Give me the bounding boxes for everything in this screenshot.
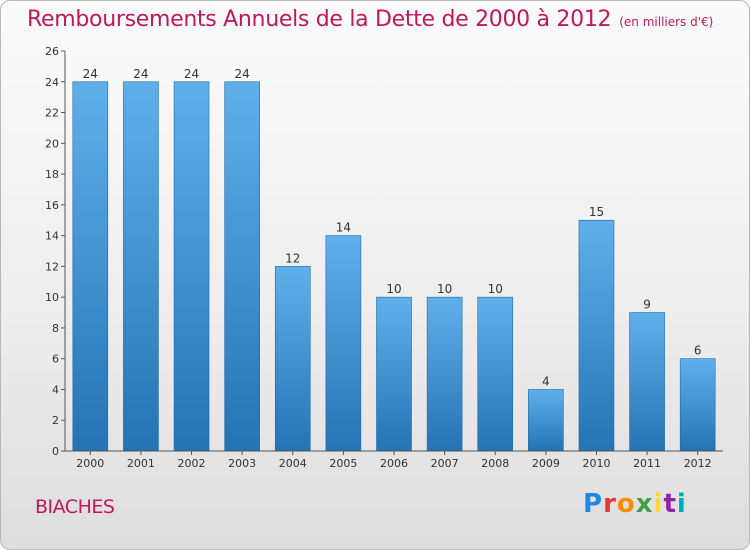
y-tick-label: 14 [45,230,59,243]
data-label-2006: 10 [386,282,401,296]
data-label-2004: 12 [285,251,300,265]
x-tick-label-2006: 2006 [380,457,408,470]
logo-letter: o [616,489,636,519]
data-label-2002: 24 [184,67,199,81]
bar-2012 [679,358,716,452]
x-tick-label-2005: 2005 [329,457,357,470]
bar-2007 [426,296,463,452]
x-tick-label-2010: 2010 [582,457,610,470]
chart-title-text: Remboursements Annuels de la Dette de 20… [27,7,612,32]
y-tick-label: 4 [52,383,59,396]
x-tick-label-2001: 2001 [127,457,155,470]
bars-group: 24 24 24 24 12 14 10 10 10 4 15 9 6 [72,67,716,452]
x-tick-label-2009: 2009 [532,457,560,470]
logo-letter: i [653,489,664,519]
bar-2006 [376,296,412,452]
bar-2008 [477,296,514,452]
data-label-2010: 15 [589,205,604,219]
x-tick-label-2007: 2007 [431,457,459,470]
x-tick-label-2003: 2003 [228,457,256,470]
bar-2005 [325,235,362,452]
bar-2003 [224,81,260,452]
logo-letter: x [635,489,654,519]
data-label-2009: 4 [542,374,550,388]
logo-letter: P [583,489,604,519]
data-label-2008: 10 [488,282,503,296]
x-tick-label-2000: 2000 [76,457,104,470]
bar-2011 [629,312,665,452]
proxiti-logo: Proxiti [583,489,687,519]
bar-2002 [173,81,210,452]
x-tick-label-2008: 2008 [481,457,509,470]
logo-letter: t [663,489,677,519]
bar-2009 [528,389,564,452]
y-tick-label: 20 [45,137,59,150]
bar-2001 [123,81,159,452]
x-tick-label-2011: 2011 [633,457,661,470]
data-label-2003: 24 [235,67,250,81]
commune-name: BIACHES [35,496,115,518]
bar-2004 [274,266,311,452]
data-label-2012: 6 [694,344,702,358]
chart-subtitle: (en milliers d'€) [619,15,714,29]
y-tick-label: 8 [52,322,59,335]
y-tick-label: 10 [45,291,59,304]
data-label-2001: 24 [133,67,148,81]
data-label-2000: 24 [83,67,98,81]
y-tick-label: 6 [52,353,59,366]
chart-title: Remboursements Annuels de la Dette de 20… [27,7,713,32]
y-tick-label: 26 [45,45,59,58]
logo-letter: i [676,489,687,519]
data-label-2005: 14 [336,221,351,235]
y-tick-label: 12 [45,260,59,273]
bar-2010 [578,219,615,452]
y-tick-label: 24 [45,76,59,89]
logo-letter: r [603,489,617,519]
bar-2000 [72,81,109,452]
y-tick-label: 22 [45,107,59,120]
y-tick-label: 2 [52,414,59,427]
x-tick-label-2004: 2004 [279,457,307,470]
y-tick-label: 18 [45,168,59,181]
y-tick-label: 0 [52,445,59,458]
x-tick-label-2012: 2012 [684,457,712,470]
y-tick-label: 16 [45,199,59,212]
x-tick-label-2002: 2002 [178,457,206,470]
data-label-2007: 10 [437,282,452,296]
data-label-2011: 9 [643,298,651,312]
